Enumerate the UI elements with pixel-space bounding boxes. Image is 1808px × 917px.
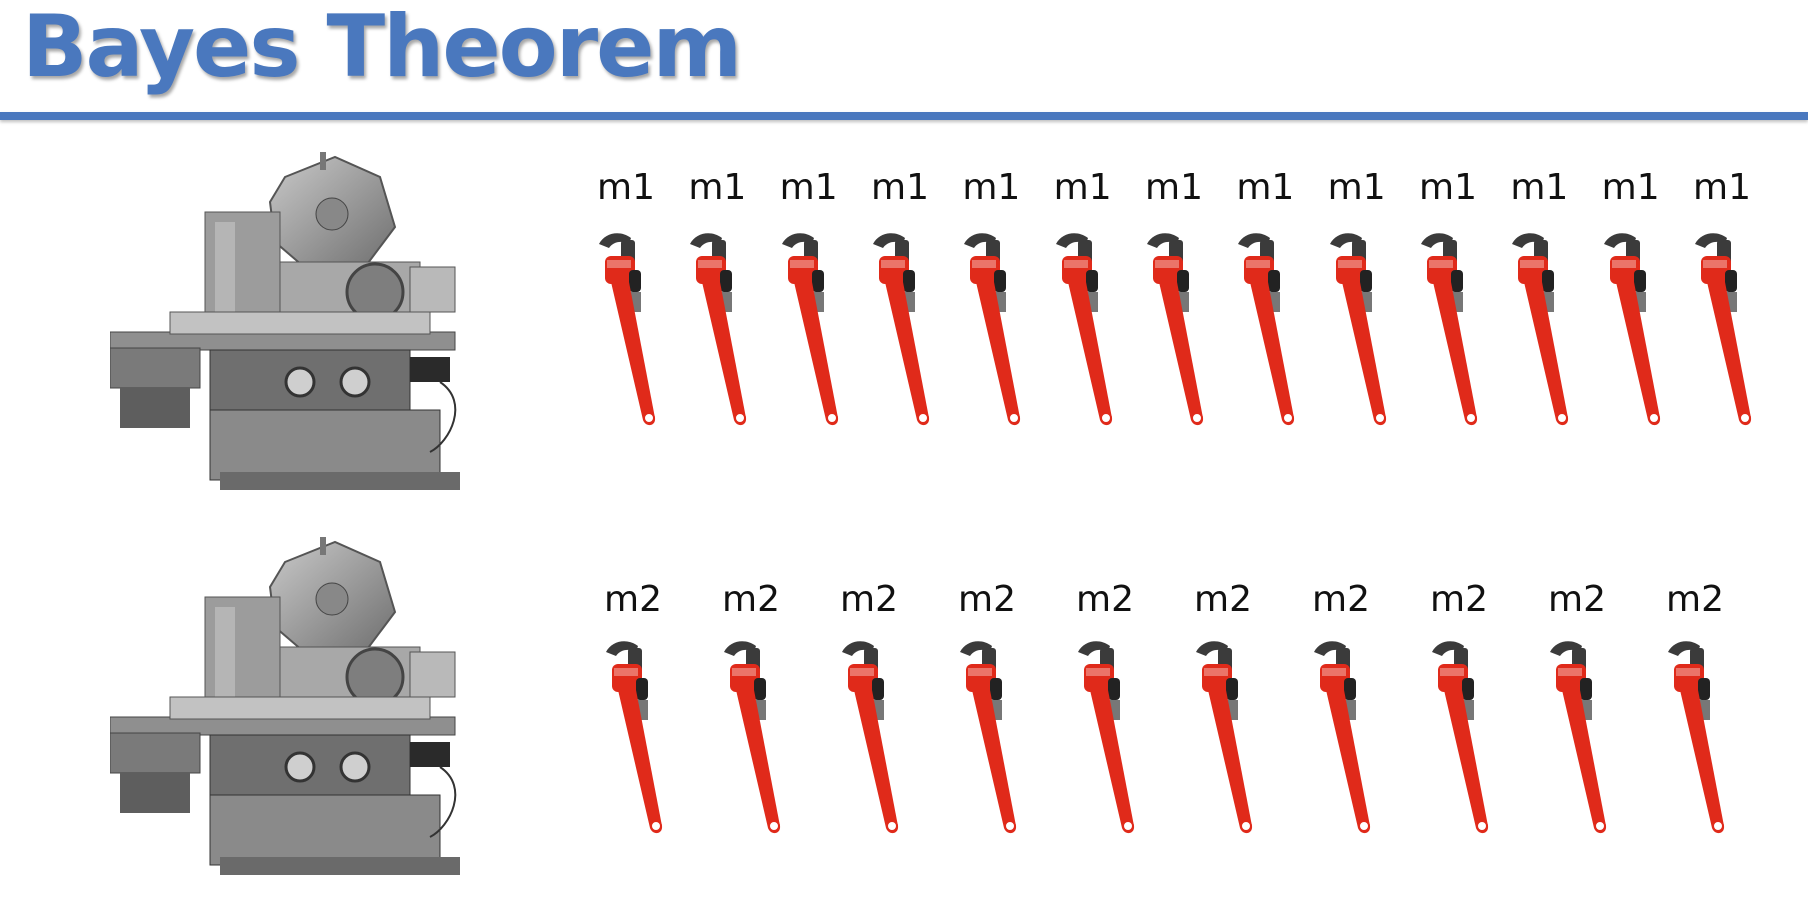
wrench-label: m1	[1601, 167, 1660, 208]
wrench-label: m2	[1194, 579, 1252, 620]
page-title: Bayes Theorem	[22, 0, 742, 97]
pipe-wrench-icon	[1421, 233, 1478, 426]
milling-machine-icon	[109, 537, 460, 875]
pipe-wrench-icon	[964, 233, 1021, 426]
wrench-label: m2	[1312, 579, 1370, 620]
wrench-label: m1	[779, 167, 838, 208]
wrench-label: m1	[1419, 167, 1477, 208]
pipe-wrench-icon	[1329, 233, 1386, 426]
pipe-wrench-icon	[1512, 233, 1569, 426]
wrench-label: m2	[1430, 579, 1488, 620]
wrench-label: m1	[597, 167, 655, 208]
wrench-label: m2	[1076, 579, 1134, 620]
pipe-wrench-icon	[781, 233, 838, 426]
pipe-wrench-icon	[1668, 641, 1725, 834]
wrench-label: m1	[1327, 167, 1386, 208]
pipe-wrench-icon	[873, 233, 930, 426]
wrench-label: m1	[1053, 167, 1112, 208]
milling-machine-m2	[109, 537, 490, 886]
wrench-label: m2	[604, 579, 662, 620]
wrench-label: m1	[1693, 167, 1751, 208]
wrench-label: m1	[1145, 167, 1203, 208]
wrench-label: m1	[688, 167, 747, 208]
pipe-wrench-icon	[599, 233, 656, 426]
title-divider	[0, 112, 1808, 120]
wrench-label: m1	[1236, 167, 1295, 208]
wrench-label: m1	[1510, 167, 1569, 208]
wrench-label: m2	[958, 579, 1016, 620]
pipe-wrench-icon	[1603, 233, 1660, 426]
milling-machine-m1	[109, 152, 490, 501]
wrench-label: m1	[871, 167, 929, 208]
pipe-wrench-icon	[724, 641, 781, 834]
wrench-label: m2	[840, 579, 898, 620]
pipe-wrench-icon	[1695, 233, 1752, 426]
pipe-wrench-icon	[842, 641, 899, 834]
pipe-wrench-icon	[606, 641, 663, 834]
pipe-wrench-icon	[1550, 641, 1607, 834]
pipe-wrench-icon	[1147, 233, 1204, 426]
pipe-wrench-icon	[960, 641, 1017, 834]
pipe-wrench-icon	[1314, 641, 1371, 834]
wrench-label: m2	[1666, 579, 1724, 620]
pipe-wrench-icon	[1055, 233, 1112, 426]
pipe-wrench-icon	[1238, 233, 1295, 426]
wrench-label: m2	[722, 579, 780, 620]
milling-machine-icon	[109, 152, 460, 490]
pipe-wrench-icon	[1432, 641, 1489, 834]
pipe-wrench-icon	[1196, 641, 1253, 834]
wrench-label: m2	[1548, 579, 1606, 620]
wrench-label: m1	[962, 167, 1021, 208]
pipe-wrench-icon	[1078, 641, 1135, 834]
pipe-wrench-icon	[690, 233, 747, 426]
